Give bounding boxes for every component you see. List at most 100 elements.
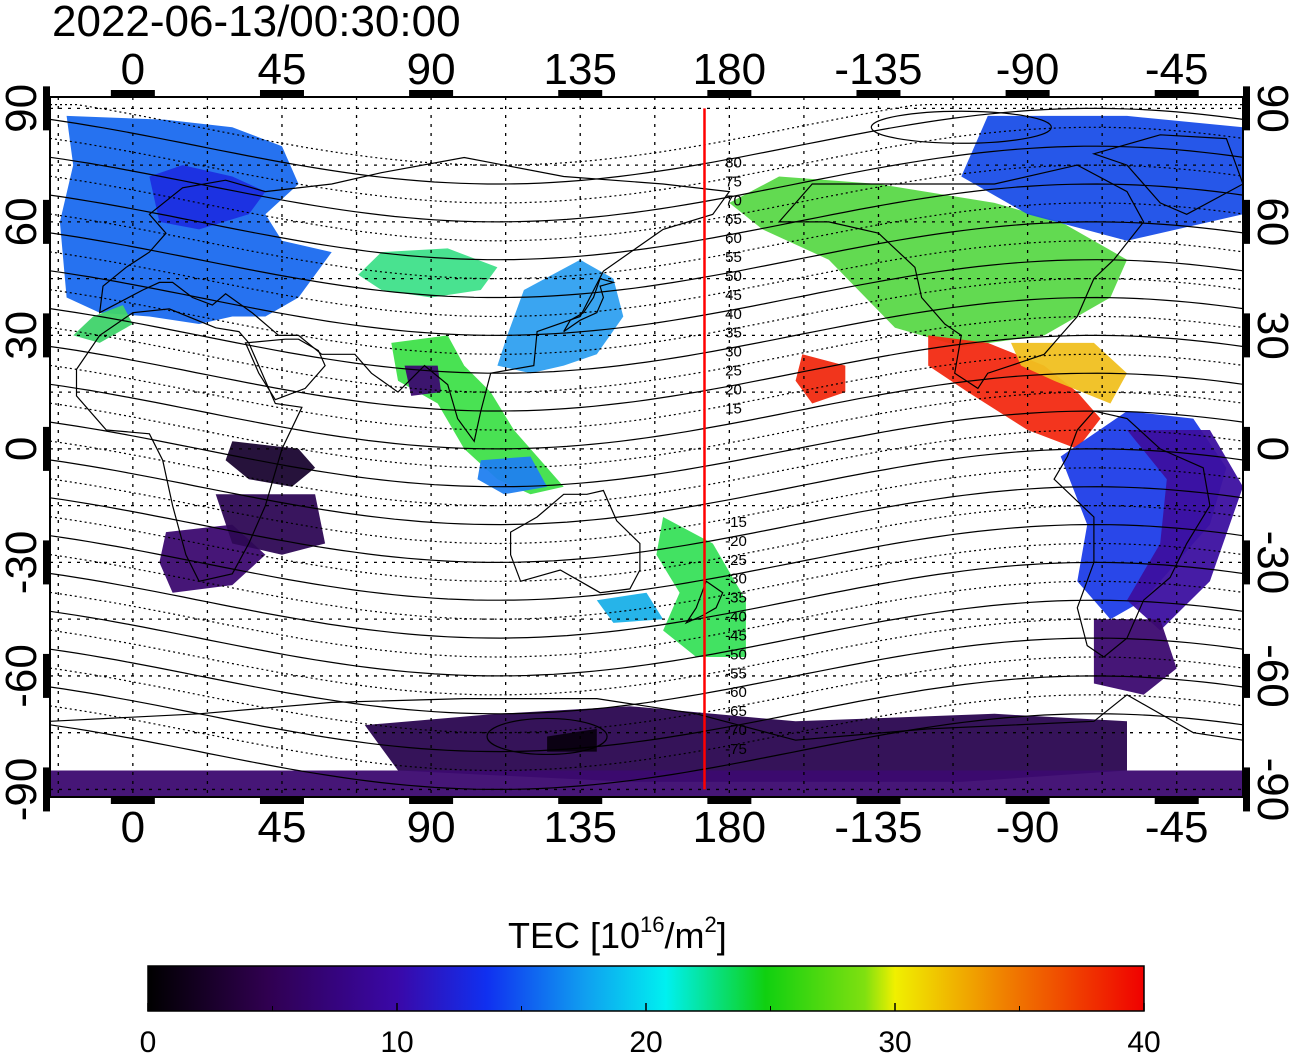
lat-tick-label: 0 bbox=[1248, 437, 1294, 461]
frame-tick-left bbox=[43, 199, 50, 244]
frame-tick-bottom bbox=[259, 797, 304, 804]
lat-tick-label: -30 bbox=[0, 531, 46, 595]
coastline-antarctica-coast bbox=[50, 694, 1243, 741]
lon-tick-label: -90 bbox=[996, 803, 1060, 852]
lon-tick-label: 135 bbox=[544, 45, 617, 94]
frame-tick-bottom bbox=[707, 797, 752, 804]
tec-region-patagonia-purple bbox=[1093, 619, 1177, 695]
lon-tick-label: 180 bbox=[693, 803, 766, 852]
mlat-contour bbox=[50, 656, 1243, 734]
lon-tick-label: 0 bbox=[121, 803, 145, 852]
mlat-label: 75 bbox=[725, 173, 742, 190]
lon-tick-label: -45 bbox=[1145, 45, 1209, 94]
mlat-contour bbox=[50, 183, 1243, 261]
mlat-contour bbox=[50, 486, 1243, 563]
mlat-label: -50 bbox=[725, 646, 747, 663]
mlat-contour bbox=[50, 694, 1243, 772]
tec-region-antarctic-dark bbox=[364, 706, 1127, 782]
tec-region-antarctic-black bbox=[547, 728, 597, 752]
lon-tick-label: -45 bbox=[1145, 803, 1209, 852]
mlat-contour bbox=[50, 107, 1243, 185]
lon-tick-label: 135 bbox=[544, 803, 617, 852]
south-pole-contour bbox=[486, 717, 608, 756]
tec-data-layer bbox=[50, 115, 1243, 797]
frame-tick-right bbox=[1243, 426, 1250, 471]
frame-tick-left bbox=[43, 767, 50, 812]
mlat-label: -70 bbox=[725, 722, 747, 739]
frame-tick-top bbox=[558, 90, 603, 97]
frame-tick-right bbox=[1243, 313, 1250, 358]
mlat-contour bbox=[50, 126, 1243, 204]
tec-region-japan-china bbox=[497, 259, 624, 374]
north-pole-contour bbox=[870, 110, 1052, 144]
mlat-contour bbox=[50, 429, 1243, 507]
mlat-contour bbox=[50, 277, 1243, 355]
mlat-contour bbox=[50, 240, 1243, 318]
mlat-label: -40 bbox=[725, 609, 747, 626]
mlat-label: -20 bbox=[725, 533, 747, 550]
mlat-contour bbox=[50, 164, 1243, 242]
mlat-label: 45 bbox=[725, 287, 742, 304]
mlat-label: 65 bbox=[725, 211, 742, 228]
mlat-label: 70 bbox=[725, 192, 742, 209]
colorbar-tick-label: 40 bbox=[1127, 1026, 1160, 1057]
lon-tick-label: -90 bbox=[996, 45, 1060, 94]
coastline-north-america bbox=[777, 164, 1145, 390]
colorbar-tick-label: 20 bbox=[629, 1026, 662, 1057]
mlat-contour bbox=[50, 580, 1243, 658]
mlat-contour bbox=[50, 315, 1243, 393]
mlat-label: 35 bbox=[725, 325, 742, 342]
tec-region-antarctic-band bbox=[50, 770, 1243, 797]
coastline-south-america bbox=[1053, 410, 1211, 658]
coastline-japan bbox=[563, 277, 616, 333]
mlat-contour bbox=[50, 448, 1243, 526]
tec-region-brazil-purple bbox=[1127, 430, 1243, 631]
mlat-contour bbox=[50, 524, 1243, 601]
colorbar-tick-label: 30 bbox=[878, 1026, 911, 1057]
mlat-label: 25 bbox=[725, 363, 742, 380]
lat-tick-label: -60 bbox=[0, 644, 46, 708]
frame-tick-right bbox=[1243, 540, 1250, 585]
mlat-contour bbox=[50, 334, 1243, 412]
coastline-australia bbox=[510, 489, 641, 594]
tec-region-australia-blue bbox=[596, 592, 664, 623]
frame-tick-bottom bbox=[856, 797, 901, 804]
magnetic-latitude-contours bbox=[50, 104, 1243, 790]
tec-region-arabia-dark bbox=[404, 365, 441, 396]
tec-region-central-asia bbox=[358, 248, 498, 298]
lon-tick-label: 45 bbox=[257, 45, 306, 94]
mlat-label: 30 bbox=[725, 344, 742, 361]
tec-region-hawaii-red bbox=[795, 354, 846, 404]
lat-tick-label: 60 bbox=[1248, 197, 1294, 246]
lat-tick-label: 30 bbox=[1248, 311, 1294, 360]
lon-tick-label: 0 bbox=[121, 45, 145, 94]
lon-tick-label: -135 bbox=[834, 45, 922, 94]
lat-tick-label: 60 bbox=[0, 197, 46, 246]
coastline-africa bbox=[75, 308, 303, 582]
continent-outlines bbox=[50, 134, 1243, 741]
mlat-label: -65 bbox=[725, 703, 747, 720]
mlat-label: -75 bbox=[725, 741, 747, 758]
lat-tick-label: 0 bbox=[0, 437, 46, 461]
map-grid bbox=[50, 97, 1243, 797]
mlat-label: 50 bbox=[725, 268, 742, 285]
mlat-contour bbox=[50, 637, 1243, 715]
right-latitude-axis: 90 60 30 0 -30 -60 -90 bbox=[1248, 84, 1294, 821]
mlat-contour bbox=[50, 353, 1243, 431]
frame-tick-left bbox=[43, 540, 50, 585]
mlat-contour bbox=[50, 202, 1243, 280]
lon-tick-label: 90 bbox=[407, 45, 456, 94]
frame-tick-top bbox=[707, 90, 752, 97]
mlat-label: -25 bbox=[725, 552, 747, 569]
frame-tick-top bbox=[1154, 90, 1199, 97]
lat-tick-label: -90 bbox=[0, 758, 46, 822]
mlat-label: -35 bbox=[725, 590, 747, 607]
mlat-contour bbox=[50, 618, 1243, 696]
colorbar-ticks: 0 10 20 30 40 bbox=[140, 1003, 1161, 1057]
mlat-contour bbox=[50, 599, 1243, 677]
lat-tick-label: -30 bbox=[1248, 531, 1294, 595]
bottom-longitude-axis: 0 45 90 135 180 -135 -90 -45 bbox=[121, 803, 1209, 852]
mlat-contour bbox=[50, 259, 1243, 337]
